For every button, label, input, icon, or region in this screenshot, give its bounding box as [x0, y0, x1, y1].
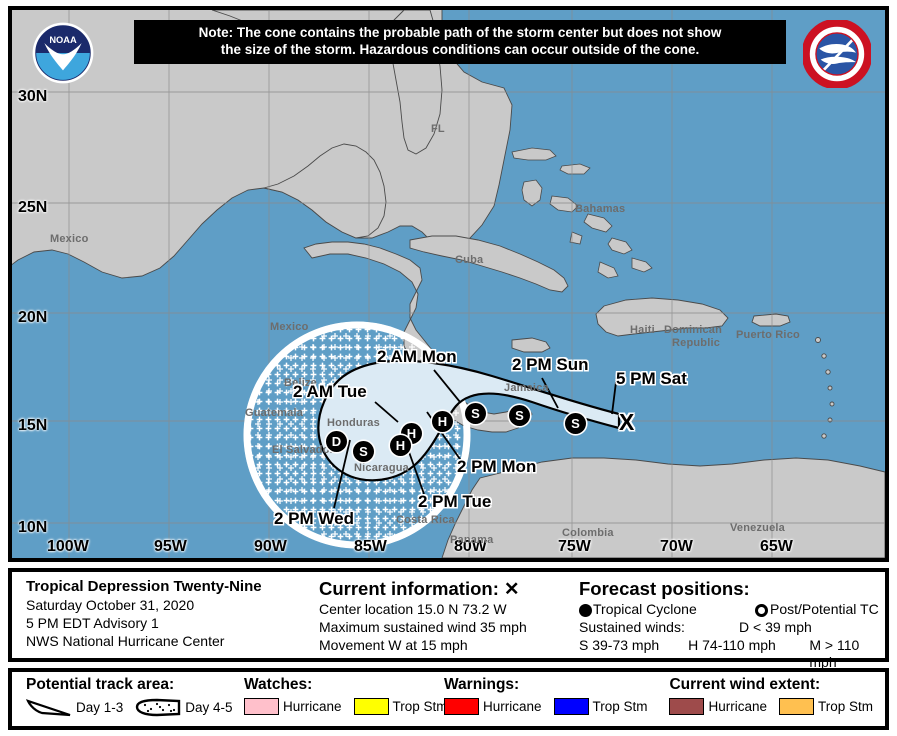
filled-circle-icon: [579, 603, 592, 617]
lon-label-95w: 95W: [154, 538, 187, 555]
legend-potential-track: Potential track area: Day 1-3: [12, 672, 244, 717]
time-label-2pm-wed: 2 PM Wed: [274, 509, 354, 528]
legend-warnings-title: Warnings:: [444, 676, 520, 693]
watch-tropstm-swatch: [353, 698, 389, 715]
wind-hurricane-swatch: [669, 698, 705, 715]
cone-note-banner: Note: The cone contains the probable pat…: [134, 20, 786, 64]
map-canvas: [12, 10, 885, 558]
noaa-logo: NOAA: [32, 22, 94, 84]
time-label-2pm-sun: 2 PM Sun: [512, 355, 589, 374]
warning-hurricane-swatch: [444, 698, 479, 715]
lat-label-20n: 20N: [18, 309, 48, 326]
legend-bar: Potential track area: Day 1-3: [8, 668, 889, 730]
legend-wind-extent-title: Current wind extent:: [669, 676, 821, 693]
warning-tropstm-label: Trop Stm: [592, 699, 648, 714]
forecast-positions-title: Forecast positions:: [579, 578, 750, 599]
storm-info-column: Tropical Depression Twenty-Nine Saturday…: [12, 572, 319, 658]
lat-label-10n: 10N: [18, 519, 48, 536]
wind-cat-h: H 74-110 mph: [688, 636, 776, 653]
note-line-2: the size of the storm. Hazardous conditi…: [220, 42, 700, 58]
storm-advisory: 5 PM EDT Advisory 1: [26, 615, 159, 632]
lat-label-30n: 30N: [18, 88, 48, 105]
lat-label-15n: 15N: [18, 417, 48, 434]
marker-current-position-x[interactable]: X: [619, 409, 635, 435]
marker-forecast-d[interactable]: D: [326, 431, 347, 452]
nws-logo: [803, 20, 871, 88]
note-line-1: Note: The cone contains the probable pat…: [198, 25, 722, 40]
time-label-2pm-tue: 2 PM Tue: [418, 492, 492, 511]
time-label-2pm-mon: 2 PM Mon: [457, 457, 537, 476]
wind-hurricane-label: Hurricane: [708, 699, 767, 714]
legend-wind-extent: Current wind extent: Hurricane Trop Stm: [669, 672, 885, 715]
legend-track-title: Potential track area:: [26, 676, 175, 693]
lat-label-25n: 25N: [18, 199, 48, 216]
wind-cat-d: D < 39 mph: [739, 618, 812, 635]
wind-cat-s: S 39-73 mph: [579, 636, 660, 653]
lon-label-70w: 70W: [660, 538, 693, 555]
watch-tropstm-label: Trop Stm: [392, 699, 448, 714]
lon-label-90w: 90W: [254, 538, 287, 555]
map-frame: NOAA Note: The cone contains the probabl…: [8, 6, 889, 562]
wind-tropstm-label: Trop Stm: [817, 699, 873, 714]
storm-date: Saturday October 31, 2020: [26, 597, 195, 614]
current-max-wind: Maximum sustained wind 35 mph: [319, 618, 527, 635]
marker-forecast-h-3[interactable]: H: [390, 435, 411, 456]
lon-label-85w: 85W: [354, 538, 387, 555]
open-circle-icon: [755, 603, 768, 617]
marker-forecast-h-1[interactable]: H: [432, 411, 453, 432]
watch-hurricane-label: Hurricane: [283, 699, 342, 714]
time-label-5pm-sat: 5 PM Sat: [616, 369, 687, 388]
watch-hurricane-swatch: [244, 698, 279, 715]
legend-post-potential-tc: Post/Potential TC: [770, 601, 879, 618]
legend-watches-title: Watches:: [244, 676, 313, 693]
time-label-2am-mon: 2 AM Mon: [377, 347, 457, 366]
legend-tropical-cyclone: Tropical Cyclone: [593, 601, 697, 618]
wind-tropstm-swatch: [778, 698, 814, 715]
warning-tropstm-swatch: [553, 698, 589, 715]
storm-agency: NWS National Hurricane Center: [26, 632, 225, 649]
lon-label-80w: 80W: [454, 538, 487, 555]
wind-cat-m: M > 110 mph: [809, 636, 860, 671]
lon-label-65w: 65W: [760, 538, 793, 555]
sustained-winds-label: Sustained winds:: [579, 618, 685, 635]
current-movement: Movement W at 15 mph: [319, 636, 468, 653]
marker-forecast-s-2[interactable]: S: [509, 405, 530, 426]
info-panel: Tropical Depression Twenty-Nine Saturday…: [8, 568, 889, 670]
legend-warnings: Warnings: Hurricane Trop Stm: [444, 672, 669, 715]
time-label-2am-tue: 2 AM Tue: [293, 382, 367, 401]
lon-label-100w: 100W: [47, 538, 89, 555]
cone-day13-icon: [26, 699, 71, 717]
marker-forecast-s-3[interactable]: S: [465, 403, 486, 424]
marker-forecast-s-1[interactable]: S: [565, 413, 586, 434]
storm-title: Tropical Depression Twenty-Nine: [26, 578, 262, 595]
forecast-positions-column: Forecast positions: Tropical Cyclone Pos…: [579, 572, 885, 670]
legend-day-4-5: Day 4-5: [185, 700, 233, 715]
legend-day-1-3: Day 1-3: [76, 700, 124, 715]
marker-forecast-s-4[interactable]: S: [353, 441, 374, 462]
current-info-title: Current information: ✕: [319, 578, 520, 599]
cone-day45-icon: [136, 698, 181, 717]
lon-label-75w: 75W: [558, 538, 591, 555]
warning-hurricane-label: Hurricane: [483, 699, 542, 714]
current-center-location: Center location 15.0 N 73.2 W: [319, 601, 507, 618]
legend-watches: Watches: Hurricane Trop Stm: [244, 672, 448, 715]
noaa-logo-text: NOAA: [49, 35, 77, 45]
current-info-column: Current information: ✕ Center location 1…: [319, 572, 579, 658]
